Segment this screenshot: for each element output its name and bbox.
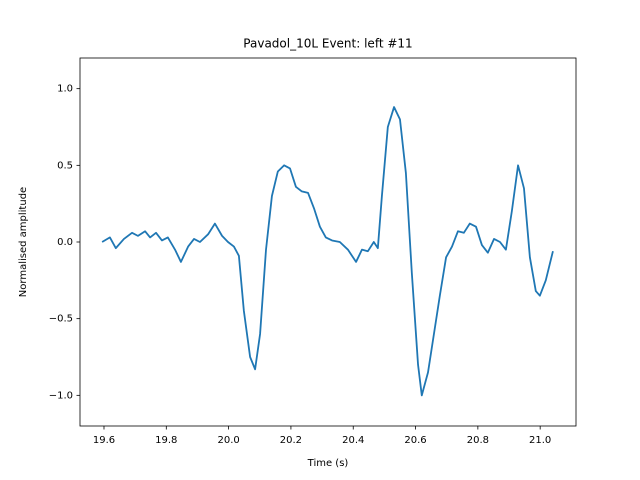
y-tick-label: 0.5 [57, 160, 73, 171]
x-tick-label: 20.4 [342, 435, 364, 446]
x-tick-label: 20.0 [217, 435, 239, 446]
x-tick-label: 19.6 [93, 435, 115, 446]
y-tick-label: 0.0 [57, 237, 73, 248]
y-tick-label: 1.0 [57, 84, 73, 95]
x-tick-label: 21.0 [529, 435, 551, 446]
y-tick-label: −1.0 [49, 390, 73, 401]
data-line [101, 106, 554, 397]
x-tick-label: 19.8 [155, 435, 177, 446]
chart-title: Pavadol_10L Event: left #11 [243, 37, 412, 51]
x-tick-label: 20.6 [404, 435, 426, 446]
x-tick-label: 20.8 [467, 435, 489, 446]
y-tick-label: −0.5 [49, 314, 73, 325]
axes-frame [79, 57, 577, 427]
x-tick-label: 20.2 [280, 435, 302, 446]
y-axis-label: Normalised amplitude [18, 187, 29, 297]
x-axis-label: Time (s) [307, 458, 349, 469]
